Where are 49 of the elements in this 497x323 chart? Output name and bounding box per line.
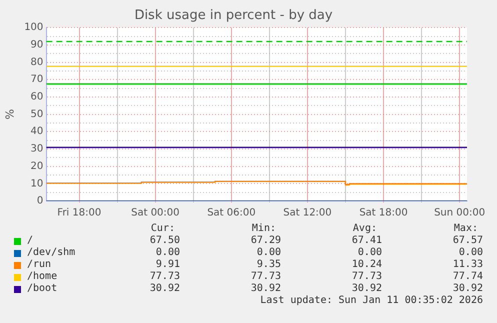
text: 0.00	[358, 247, 382, 258]
text: 77.73	[352, 271, 382, 282]
text: 10.24	[352, 259, 382, 270]
y-tick-label: 10	[30, 178, 44, 190]
text: 77.74	[452, 271, 483, 282]
text: 67.41	[352, 235, 382, 246]
y-tick-label: 100	[24, 22, 44, 34]
chart-title: Disk usage in percent - by day	[134, 8, 333, 24]
y-tick-label: 60	[30, 92, 44, 103]
y-tick-label: 40	[30, 126, 44, 138]
y-tick-label: 50	[30, 108, 44, 120]
y-tick-label: 70	[30, 74, 44, 86]
x-tick-label: Sat 00:00	[131, 208, 180, 219]
text: 30.92	[352, 283, 382, 294]
legend-label: /home	[27, 271, 58, 282]
text: Last update: Sun Jan 11 00:35:02 2026	[260, 295, 483, 306]
text: 77.73	[250, 271, 281, 282]
text: Min:	[252, 223, 276, 234]
text: 11.33	[452, 259, 483, 270]
x-tick-label: Sat 12:00	[283, 208, 332, 219]
text: 0.00	[156, 247, 180, 258]
text: 67.57	[452, 235, 483, 246]
text: 67.29	[250, 235, 281, 246]
x-tick-label: Sat 18:00	[359, 208, 408, 219]
text: 30.92	[452, 283, 483, 294]
text: 0.00	[256, 247, 281, 258]
text: 9.91	[156, 259, 180, 270]
text: 30.92	[150, 283, 180, 294]
text: 30.92	[250, 283, 281, 294]
legend-label: /boot	[27, 283, 58, 294]
x-tick-label: Sun 00:00	[434, 208, 486, 219]
y-axis-title: %	[3, 109, 16, 120]
text: Max:	[454, 223, 478, 234]
text: Cur:	[150, 223, 175, 234]
text: 9.35	[256, 259, 281, 270]
y-tick-label: 90	[30, 40, 44, 51]
y-tick-label: 0	[36, 196, 44, 207]
text: 67.50	[150, 235, 180, 246]
y-tick-label: 20	[30, 160, 44, 172]
text: 77.73	[150, 271, 180, 282]
text: Avg:	[352, 223, 377, 234]
x-tick-label: Fri 18:00	[57, 208, 102, 219]
legend-label: /run	[27, 259, 52, 270]
legend-label: /dev/shm	[27, 247, 76, 258]
x-tick-label: Sat 06:00	[207, 208, 256, 219]
text: 0.00	[458, 247, 483, 258]
y-tick-label: 80	[30, 56, 44, 68]
y-tick-label: 30	[30, 144, 44, 155]
legend-label: /	[27, 235, 34, 246]
